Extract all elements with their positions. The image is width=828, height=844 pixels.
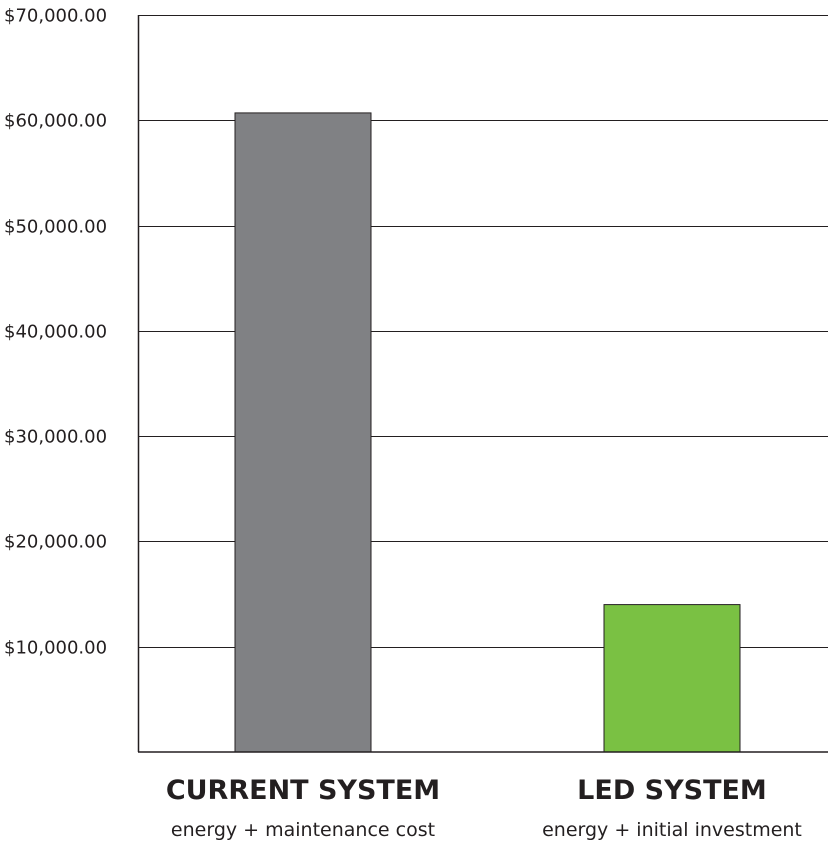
y-tick-label: $40,000.00 [4, 322, 107, 343]
bar-led-system [603, 604, 741, 753]
category-label: CURRENT SYSTEM [166, 775, 440, 806]
category-label: LED SYSTEM [577, 775, 767, 806]
bar-current-system [234, 112, 372, 753]
y-tick-label: $50,000.00 [4, 217, 107, 238]
category-sublabel: energy + initial investment [542, 819, 802, 841]
y-tick-labels: $10,000.00 $20,000.00 $30,000.00 $40,000.00… [4, 6, 107, 659]
bars [234, 112, 741, 753]
y-tick-label: $60,000.00 [4, 111, 107, 132]
y-tick-label: $20,000.00 [4, 532, 107, 553]
category-labels: CURRENT SYSTEM energy + maintenance cost L… [166, 775, 802, 841]
category-sublabel: energy + maintenance cost [171, 819, 435, 841]
y-tick-label: $70,000.00 [4, 6, 107, 27]
y-tick-label: $30,000.00 [4, 427, 107, 448]
y-tick-label: $10,000.00 [4, 638, 107, 659]
axes [137, 15, 828, 753]
